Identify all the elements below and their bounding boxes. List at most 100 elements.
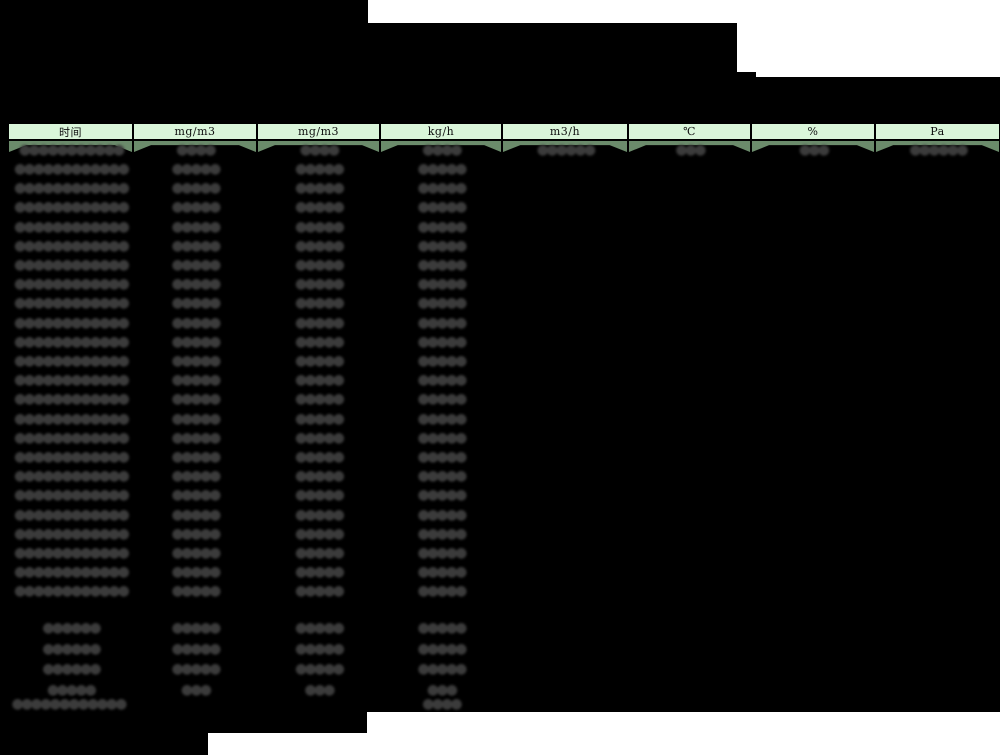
- redacted-cell-row6-col2[interactable]: ●●●●●: [294, 257, 345, 273]
- header-cell-1[interactable]: mg/m3: [133, 122, 257, 141]
- redacted-cell-row12-col3[interactable]: ●●●●●: [417, 372, 467, 389]
- redacted-summary-row2-col3[interactable]: ●●●●●: [417, 661, 467, 677]
- redacted-cell-row1-col1[interactable]: ●●●●●: [171, 161, 221, 177]
- redacted-cell-row20-col0[interactable]: ●●●●●●●●●●●●: [14, 525, 130, 542]
- redacted-cell-row12-col2[interactable]: ●●●●●: [294, 372, 345, 389]
- redacted-summary-row1-col1[interactable]: ●●●●●: [171, 640, 221, 657]
- header-cell-3[interactable]: kg/h: [380, 122, 502, 141]
- header-cell-5[interactable]: ℃: [628, 122, 751, 141]
- redacted-cell-row3-col2[interactable]: ●●●●●: [294, 199, 345, 216]
- redacted-summary-row0-col2[interactable]: ●●●●●: [294, 620, 345, 636]
- redacted-cell-row13-col1[interactable]: ●●●●●: [171, 391, 221, 408]
- redacted-cell-row8-col2[interactable]: ●●●●●: [294, 295, 345, 312]
- redacted-cell-row14-col1[interactable]: ●●●●●: [171, 410, 221, 427]
- redacted-cell-row21-col1[interactable]: ●●●●●: [171, 545, 221, 561]
- redacted-cell-row8-col3[interactable]: ●●●●●: [417, 295, 467, 312]
- redacted-cell-row21-col3[interactable]: ●●●●●: [417, 545, 467, 561]
- redacted-summary-row1-col0[interactable]: ●●●●●●: [42, 640, 101, 657]
- redacted-cell-row0-col3[interactable]: ●●●●: [422, 142, 462, 158]
- redacted-summary-row2-col1[interactable]: ●●●●●: [171, 661, 221, 677]
- redacted-footer-col0[interactable]: ●●●●●●●●●●●●: [11, 696, 128, 712]
- redacted-cell-row17-col2[interactable]: ●●●●●: [294, 468, 345, 485]
- header-cell-7[interactable]: Pa: [875, 122, 1000, 141]
- redacted-cell-row13-col3[interactable]: ●●●●●: [417, 391, 467, 408]
- redacted-footer-col3[interactable]: ●●●●: [422, 696, 462, 712]
- redacted-cell-row17-col1[interactable]: ●●●●●: [171, 468, 221, 485]
- redacted-cell-row6-col1[interactable]: ●●●●●: [171, 257, 221, 273]
- redacted-cell-row15-col1[interactable]: ●●●●●: [171, 429, 221, 446]
- redacted-cell-row11-col2[interactable]: ●●●●●: [294, 353, 345, 369]
- redacted-summary-row3-col3[interactable]: ●●●: [426, 681, 458, 698]
- redacted-cell-row5-col0[interactable]: ●●●●●●●●●●●●: [14, 237, 130, 254]
- redacted-cell-row3-col0[interactable]: ●●●●●●●●●●●●: [14, 199, 130, 216]
- redacted-cell-row11-col0[interactable]: ●●●●●●●●●●●●: [14, 353, 130, 369]
- header-cell-2[interactable]: mg/m3: [257, 122, 380, 141]
- redacted-cell-row0-col2[interactable]: ●●●●: [299, 142, 340, 158]
- redacted-cell-row0-col5[interactable]: ●●●: [675, 142, 706, 158]
- redacted-cell-row9-col2[interactable]: ●●●●●: [294, 314, 345, 331]
- redacted-cell-row16-col2[interactable]: ●●●●●: [294, 449, 345, 465]
- redacted-cell-row10-col1[interactable]: ●●●●●: [171, 333, 221, 350]
- redacted-cell-row20-col3[interactable]: ●●●●●: [417, 525, 467, 542]
- redacted-cell-row4-col0[interactable]: ●●●●●●●●●●●●: [14, 218, 130, 235]
- redacted-cell-row14-col0[interactable]: ●●●●●●●●●●●●: [14, 410, 130, 427]
- redacted-cell-row6-col0[interactable]: ●●●●●●●●●●●●: [14, 257, 130, 273]
- redacted-cell-row2-col0[interactable]: ●●●●●●●●●●●●: [14, 180, 130, 197]
- redacted-cell-row20-col1[interactable]: ●●●●●: [171, 525, 221, 542]
- redacted-cell-row20-col2[interactable]: ●●●●●: [294, 525, 345, 542]
- redacted-cell-row1-col3[interactable]: ●●●●●: [417, 161, 467, 177]
- redacted-cell-row15-col3[interactable]: ●●●●●: [417, 429, 467, 446]
- redacted-cell-row2-col1[interactable]: ●●●●●: [171, 180, 221, 197]
- redacted-cell-row21-col0[interactable]: ●●●●●●●●●●●●: [14, 545, 130, 561]
- redacted-summary-row0-col0[interactable]: ●●●●●●: [42, 620, 101, 636]
- redacted-cell-row7-col1[interactable]: ●●●●●: [171, 276, 221, 293]
- redacted-cell-row1-col0[interactable]: ●●●●●●●●●●●●: [14, 161, 130, 177]
- redacted-summary-row3-col1[interactable]: ●●●: [180, 681, 212, 698]
- redacted-cell-row9-col1[interactable]: ●●●●●: [171, 314, 221, 331]
- redacted-cell-row9-col3[interactable]: ●●●●●: [417, 314, 467, 331]
- redacted-cell-row3-col3[interactable]: ●●●●●: [417, 199, 467, 216]
- redacted-cell-row7-col0[interactable]: ●●●●●●●●●●●●: [14, 276, 130, 293]
- redacted-cell-row22-col3[interactable]: ●●●●●: [417, 564, 467, 581]
- redacted-cell-row11-col1[interactable]: ●●●●●: [171, 353, 221, 369]
- redacted-cell-row5-col1[interactable]: ●●●●●: [171, 237, 221, 254]
- redacted-cell-row1-col2[interactable]: ●●●●●: [294, 161, 345, 177]
- redacted-cell-row11-col3[interactable]: ●●●●●: [417, 353, 467, 369]
- redacted-cell-row19-col1[interactable]: ●●●●●: [171, 506, 221, 523]
- redacted-cell-row19-col2[interactable]: ●●●●●: [294, 506, 345, 523]
- redacted-cell-row5-col2[interactable]: ●●●●●: [294, 237, 345, 254]
- redacted-cell-row6-col3[interactable]: ●●●●●: [417, 257, 467, 273]
- redacted-cell-row13-col0[interactable]: ●●●●●●●●●●●●: [14, 391, 130, 408]
- redacted-cell-row19-col0[interactable]: ●●●●●●●●●●●●: [14, 506, 130, 523]
- redacted-cell-row5-col3[interactable]: ●●●●●: [417, 237, 467, 254]
- redacted-cell-row2-col3[interactable]: ●●●●●: [417, 180, 467, 197]
- redacted-cell-row12-col0[interactable]: ●●●●●●●●●●●●: [14, 372, 130, 389]
- header-cell-4[interactable]: m3/h: [502, 122, 628, 141]
- redacted-cell-row14-col3[interactable]: ●●●●●: [417, 410, 467, 427]
- header-cell-6[interactable]: %: [751, 122, 875, 141]
- redacted-cell-row16-col3[interactable]: ●●●●●: [417, 449, 467, 465]
- redacted-cell-row12-col1[interactable]: ●●●●●: [171, 372, 221, 389]
- redacted-summary-row3-col2[interactable]: ●●●: [304, 681, 335, 698]
- redacted-summary-row2-col0[interactable]: ●●●●●●: [42, 661, 101, 677]
- redacted-cell-row4-col1[interactable]: ●●●●●: [171, 218, 221, 235]
- redacted-cell-row18-col1[interactable]: ●●●●●: [171, 487, 221, 504]
- redacted-cell-row23-col2[interactable]: ●●●●●: [294, 583, 345, 600]
- redacted-cell-row7-col3[interactable]: ●●●●●: [417, 276, 467, 293]
- redacted-cell-row0-col1[interactable]: ●●●●: [176, 142, 216, 158]
- redacted-cell-row2-col2[interactable]: ●●●●●: [294, 180, 345, 197]
- redacted-cell-row21-col2[interactable]: ●●●●●: [294, 545, 345, 561]
- redacted-cell-row10-col3[interactable]: ●●●●●: [417, 333, 467, 350]
- redacted-summary-row1-col3[interactable]: ●●●●●: [417, 640, 467, 657]
- redacted-cell-row23-col0[interactable]: ●●●●●●●●●●●●: [14, 583, 130, 600]
- redacted-cell-row14-col2[interactable]: ●●●●●: [294, 410, 345, 427]
- redacted-cell-row19-col3[interactable]: ●●●●●: [417, 506, 467, 523]
- redacted-cell-row0-col7[interactable]: ●●●●●●: [909, 142, 968, 158]
- redacted-cell-row3-col1[interactable]: ●●●●●: [171, 199, 221, 216]
- redacted-summary-row2-col2[interactable]: ●●●●●: [294, 661, 345, 677]
- redacted-cell-row10-col0[interactable]: ●●●●●●●●●●●●: [14, 333, 130, 350]
- redacted-cell-row18-col2[interactable]: ●●●●●: [294, 487, 345, 504]
- redacted-cell-row4-col2[interactable]: ●●●●●: [294, 218, 345, 235]
- redacted-cell-row15-col0[interactable]: ●●●●●●●●●●●●: [14, 429, 130, 446]
- redacted-cell-row23-col3[interactable]: ●●●●●: [417, 583, 467, 600]
